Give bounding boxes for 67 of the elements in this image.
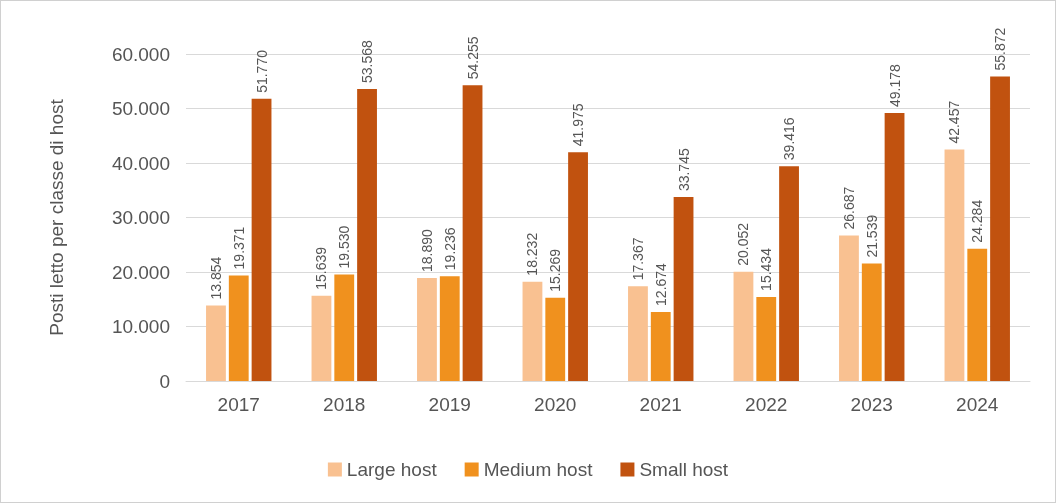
x-tick-label: 2020 <box>534 394 577 415</box>
bar <box>756 296 777 381</box>
y-tick-label: 30.000 <box>111 207 170 228</box>
bar <box>462 85 483 381</box>
bar <box>522 281 543 381</box>
legend-label: Small host <box>639 459 729 480</box>
data-label: 53.568 <box>359 40 376 84</box>
bar <box>545 297 566 381</box>
y-tick-label: 40.000 <box>111 152 170 174</box>
data-label: 15.639 <box>313 246 330 290</box>
x-tick-label: 2022 <box>745 394 788 415</box>
y-tick-label: 20.000 <box>111 261 170 283</box>
bar <box>650 311 671 381</box>
data-label: 42.457 <box>946 100 963 144</box>
y-axis-title: Posti letto per classe di host <box>46 98 67 336</box>
data-label: 15.434 <box>758 247 775 291</box>
bar <box>733 271 754 381</box>
x-tick-label: 2017 <box>217 394 260 415</box>
legend-label: Medium host <box>483 459 594 480</box>
data-label: 54.255 <box>464 36 481 80</box>
bar <box>944 149 965 381</box>
data-label: 15.269 <box>547 248 564 292</box>
data-label: 39.416 <box>781 117 798 161</box>
data-label: 19.371 <box>230 226 247 270</box>
bar <box>334 274 355 381</box>
data-label: 17.367 <box>629 237 646 281</box>
bar <box>884 112 905 381</box>
bar <box>568 152 588 381</box>
y-tick-label: 0 <box>159 370 170 392</box>
data-label: 19.236 <box>441 227 458 271</box>
data-label: 26.687 <box>840 186 857 230</box>
bar <box>206 305 226 381</box>
y-tick-label: 10.000 <box>111 316 170 337</box>
data-label: 33.745 <box>675 148 692 192</box>
x-tick-label: 2024 <box>956 394 999 415</box>
data-label: 21.539 <box>863 214 880 258</box>
bar <box>357 89 377 381</box>
bar <box>228 275 249 381</box>
data-label: 51.770 <box>253 49 270 93</box>
x-tick-label: 2023 <box>850 394 893 415</box>
data-label: 18.890 <box>418 229 435 273</box>
data-label: 18.232 <box>524 232 541 276</box>
bar <box>439 276 460 381</box>
bar <box>673 197 694 381</box>
bar <box>311 295 332 381</box>
x-tick-label: 2018 <box>323 394 366 415</box>
data-label: 55.872 <box>992 27 1009 71</box>
y-tick-label: 50.000 <box>111 98 170 119</box>
data-label: 13.854 <box>207 256 224 300</box>
data-label: 19.530 <box>336 225 353 269</box>
bar <box>861 263 882 381</box>
bar <box>628 286 648 381</box>
x-tick-label: 2021 <box>639 394 682 415</box>
y-tick-label: 60.000 <box>111 43 170 65</box>
bar <box>251 98 272 381</box>
legend-label: Large host <box>346 459 438 480</box>
data-label: 20.052 <box>735 222 752 266</box>
bar <box>967 248 988 381</box>
bar <box>417 278 437 381</box>
bar <box>779 166 799 381</box>
bar <box>839 235 859 381</box>
data-label: 12.674 <box>652 262 669 306</box>
bar <box>990 76 1010 381</box>
data-label: 24.284 <box>969 199 986 243</box>
data-label: 49.178 <box>886 63 903 107</box>
x-tick-label: 2019 <box>428 394 471 415</box>
data-label: 41.975 <box>570 103 587 147</box>
